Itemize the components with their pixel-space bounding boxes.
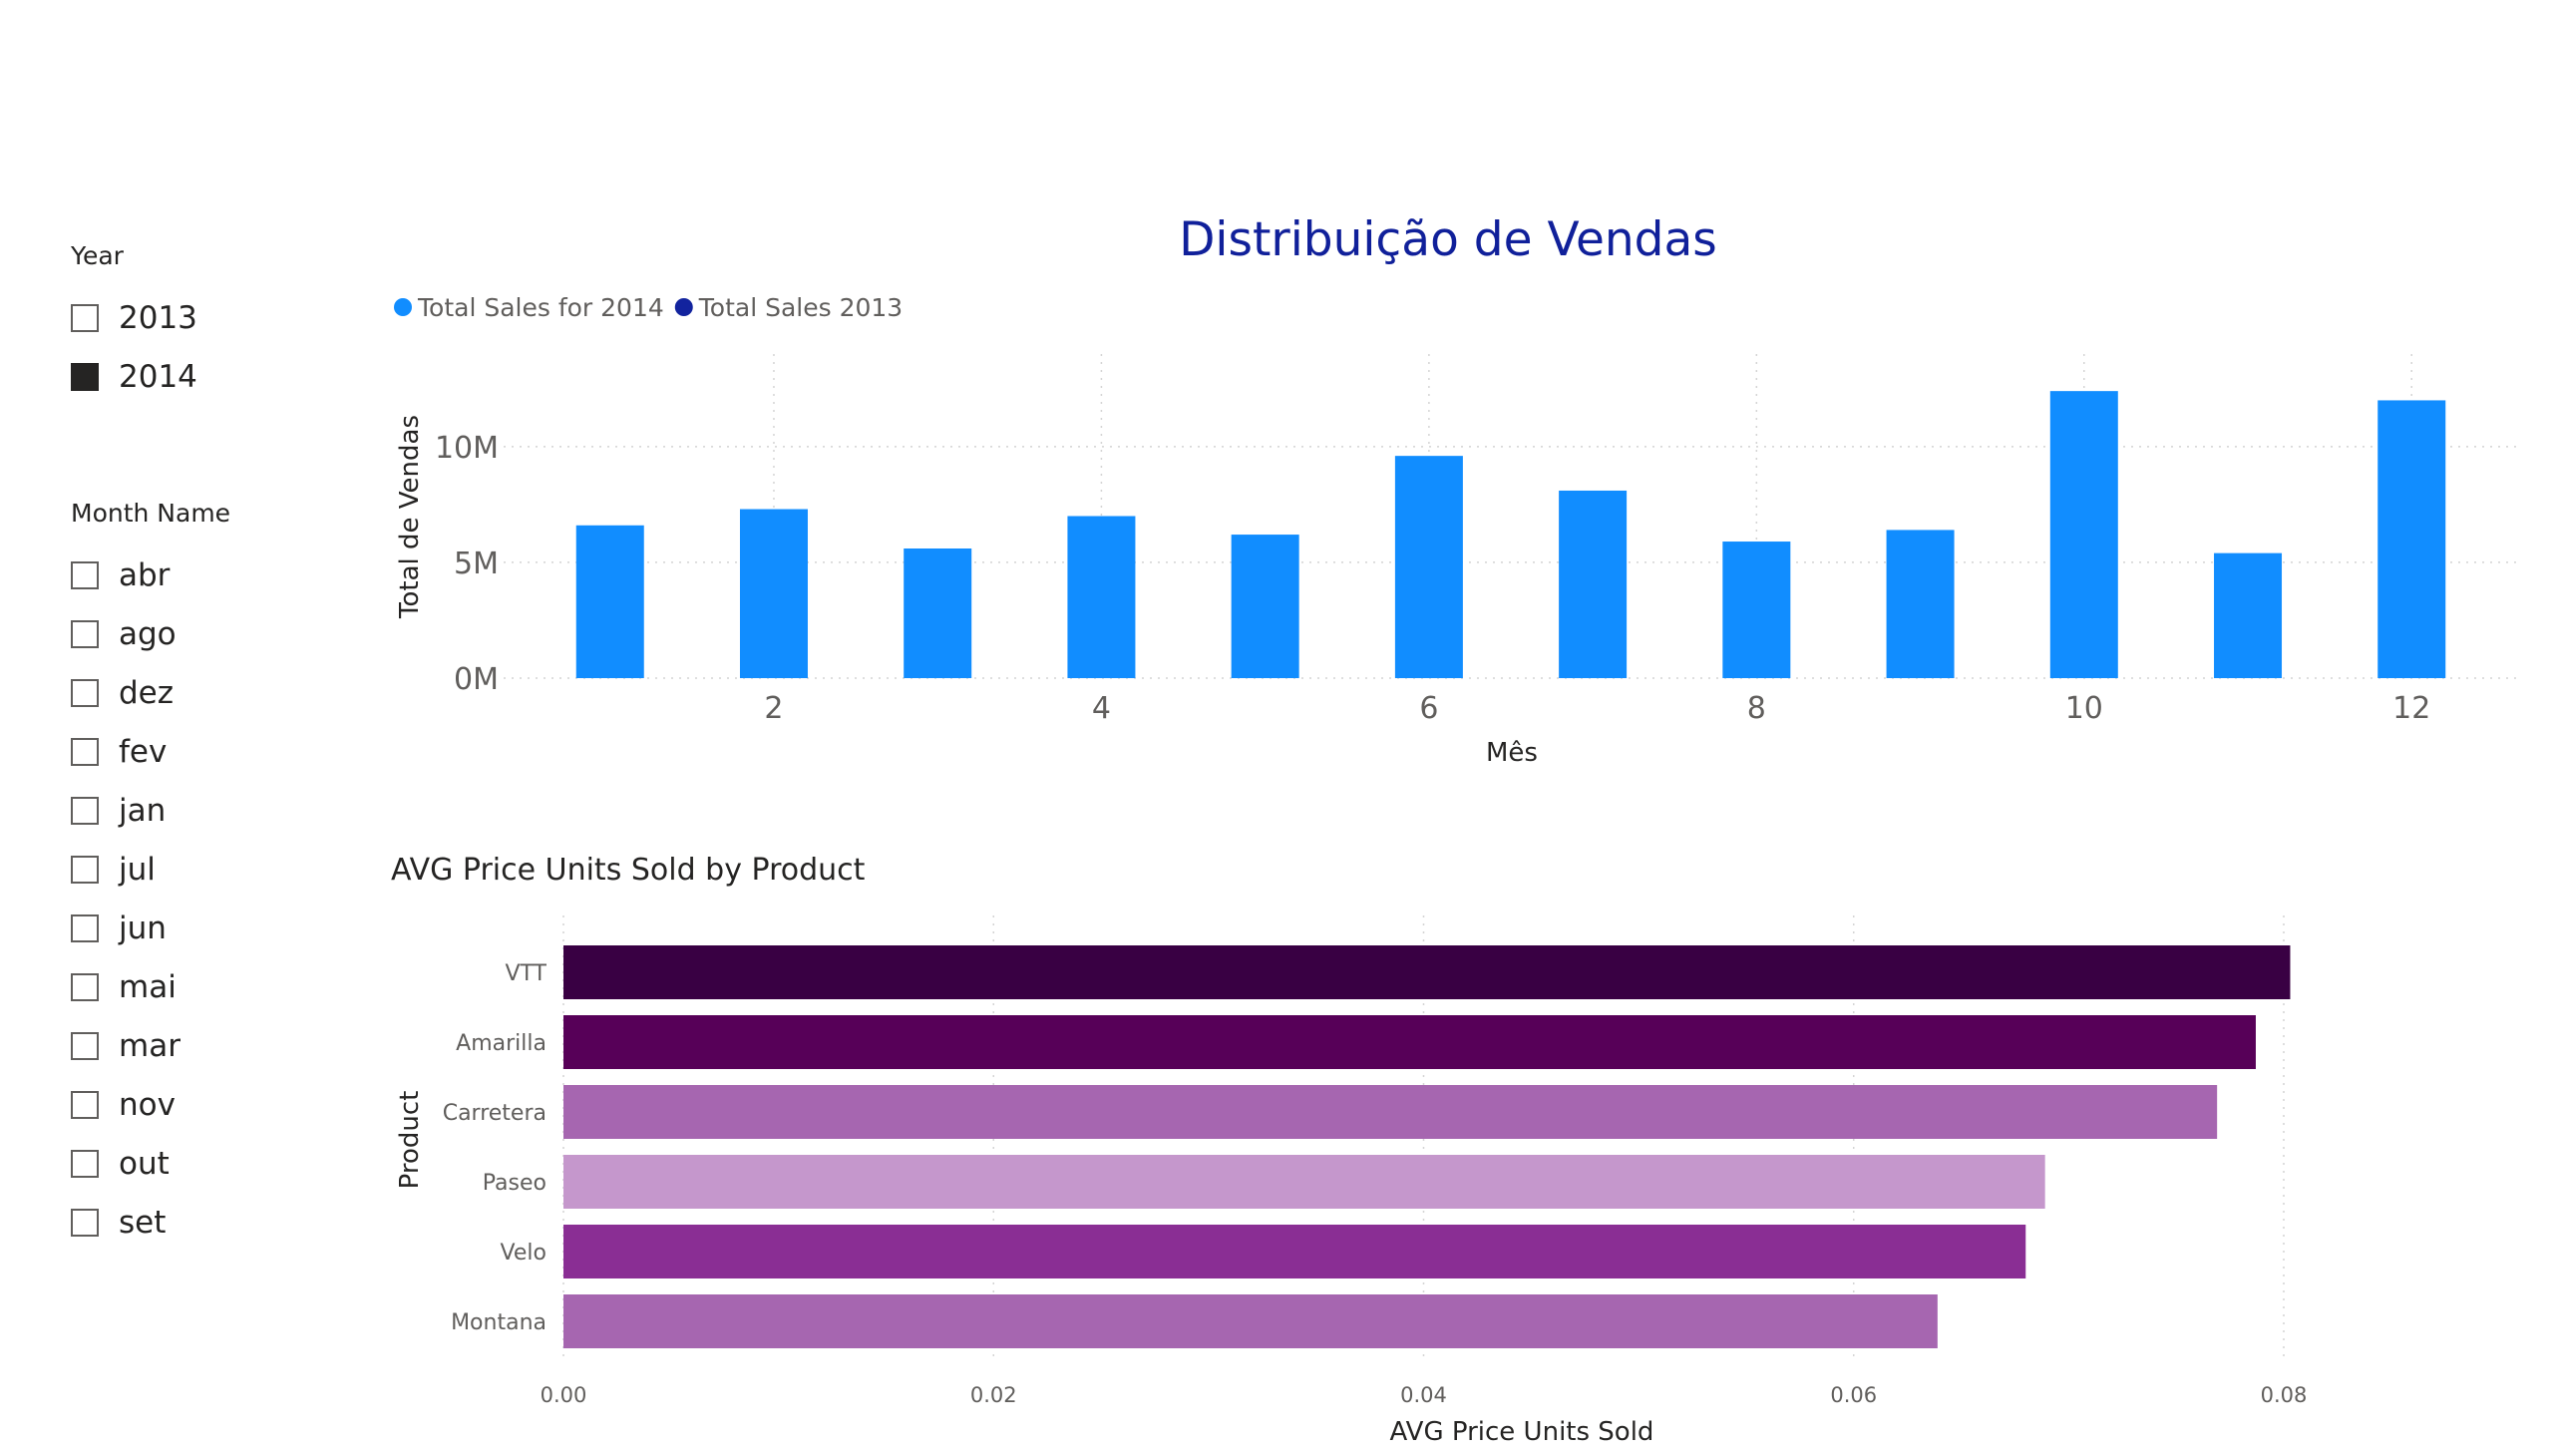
year-option-label: 2013 (119, 299, 197, 336)
sales-bar[interactable] (1559, 490, 1628, 678)
month-option-label: jun (119, 910, 167, 946)
legend-entry-label: Total Sales 2013 (698, 293, 903, 322)
month-option-ago[interactable]: ago (71, 604, 230, 663)
product-category-label: VTT (505, 961, 547, 986)
year-option-2013[interactable]: 2013 (71, 288, 197, 347)
y-tick-label: 5M (454, 546, 499, 581)
checkbox-icon[interactable] (71, 855, 99, 884)
sales-bar[interactable] (904, 548, 972, 678)
month-option-set[interactable]: set (71, 1193, 230, 1252)
month-option-label: nov (119, 1086, 176, 1123)
month-option-dez[interactable]: dez (71, 663, 230, 722)
sales-chart-y-axis-title: Total de Vendas (395, 415, 425, 619)
sales-bar[interactable] (1394, 456, 1463, 678)
month-slicer: Month Name abr ago dez fev jan jul jun mai mar no… (71, 499, 230, 1252)
x-tick-label: 2 (764, 691, 783, 726)
checkbox-icon[interactable] (71, 972, 99, 1001)
month-option-nov[interactable]: nov (71, 1075, 230, 1134)
year-option-2014[interactable]: 2014 (71, 347, 197, 406)
sales-bar[interactable] (575, 525, 644, 678)
y-tick-label: 0M (454, 662, 499, 697)
avg-price-by-product-chart: AVG Price Units Sold by Product VTT Amari… (391, 853, 2307, 1447)
checkbox-icon[interactable] (71, 1090, 99, 1119)
month-option-mar[interactable]: mar (71, 1016, 230, 1075)
x-tick-label: 0.04 (1400, 1383, 1447, 1407)
sales-bar[interactable] (1722, 542, 1791, 678)
x-tick-label: 12 (2392, 691, 2430, 726)
checkbox-icon[interactable] (71, 1031, 99, 1060)
sales-bar[interactable] (1067, 516, 1136, 679)
month-option-label: out (119, 1145, 170, 1182)
legend-entry-label: Total Sales for 2014 (417, 293, 664, 322)
x-tick-label: 10 (2065, 691, 2103, 726)
sales-bar[interactable] (2214, 552, 2283, 678)
sales-bar[interactable] (739, 509, 808, 678)
product-bar[interactable] (563, 1155, 2045, 1209)
month-option-abr[interactable]: abr (71, 546, 230, 604)
month-option-label: abr (119, 556, 171, 593)
x-tick-label: 0.06 (1830, 1383, 1877, 1407)
sales-bar[interactable] (1886, 530, 1955, 678)
month-option-label: ago (119, 615, 177, 652)
checkbox-icon[interactable] (71, 303, 99, 332)
month-option-label: jan (119, 792, 167, 829)
sales-bar[interactable] (2049, 391, 2118, 678)
month-option-out[interactable]: out (71, 1134, 230, 1193)
checkbox-icon[interactable] (71, 796, 99, 825)
month-option-label: mar (119, 1027, 181, 1064)
sales-distribution-chart: Distribuição de Vendas Total Sales for 2… (394, 212, 2518, 768)
product-chart-x-axis-title: AVG Price Units Sold (1390, 1417, 1654, 1447)
product-category-label: Paseo (483, 1171, 547, 1196)
month-option-label: set (119, 1204, 167, 1241)
month-option-jul[interactable]: jul (71, 840, 230, 899)
product-bar[interactable] (563, 945, 2291, 999)
checkbox-icon[interactable] (71, 1208, 99, 1237)
x-tick-label: 8 (1747, 691, 1766, 726)
product-bar[interactable] (563, 1015, 2256, 1069)
month-option-jun[interactable]: jun (71, 899, 230, 957)
product-category-label: Montana (451, 1310, 547, 1335)
checkbox-icon[interactable] (71, 678, 99, 707)
checkbox-icon[interactable] (71, 362, 99, 391)
product-category-label: Carretera (443, 1101, 547, 1126)
checkbox-icon[interactable] (71, 1149, 99, 1178)
month-option-mai[interactable]: mai (71, 957, 230, 1016)
product-bar[interactable] (563, 1225, 2026, 1278)
legend-marker-icon (394, 298, 412, 316)
checkbox-icon[interactable] (71, 913, 99, 942)
sales-bar[interactable] (2377, 400, 2446, 678)
month-option-jan[interactable]: jan (71, 781, 230, 840)
product-bar[interactable] (563, 1085, 2218, 1139)
product-chart-title: AVG Price Units Sold by Product (391, 853, 866, 888)
month-slicer-title: Month Name (71, 499, 231, 528)
month-option-label: jul (119, 851, 156, 888)
x-tick-label: 0.08 (2261, 1383, 2308, 1407)
y-tick-label: 10M (435, 431, 499, 466)
x-tick-label: 0.02 (970, 1383, 1017, 1407)
product-bar[interactable] (563, 1294, 1938, 1348)
month-option-fev[interactable]: fev (71, 722, 230, 781)
product-category-label: Velo (501, 1241, 547, 1266)
month-option-label: mai (119, 968, 177, 1005)
product-category-label: Amarilla (456, 1031, 547, 1056)
x-tick-label: 6 (1419, 691, 1438, 726)
x-tick-label: 4 (1092, 691, 1111, 726)
year-option-label: 2014 (119, 358, 197, 395)
x-tick-label: 0.00 (541, 1383, 587, 1407)
sales-chart-title: Distribuição de Vendas (1179, 212, 1717, 267)
year-slicer: Year 2013 2014 (71, 241, 197, 406)
sales-bar[interactable] (1231, 535, 1299, 678)
year-slicer-title: Year (71, 241, 124, 270)
month-option-label: fev (119, 733, 168, 770)
checkbox-icon[interactable] (71, 619, 99, 648)
sales-chart-x-axis-title: Mês (1486, 738, 1538, 768)
legend-marker-icon (674, 298, 693, 316)
sales-chart-legend: Total Sales for 2014 Total Sales 2013 (394, 293, 903, 322)
month-option-label: dez (119, 674, 175, 711)
product-chart-y-axis-title: Product (395, 1091, 425, 1190)
checkbox-icon[interactable] (71, 737, 99, 766)
checkbox-icon[interactable] (71, 560, 99, 589)
